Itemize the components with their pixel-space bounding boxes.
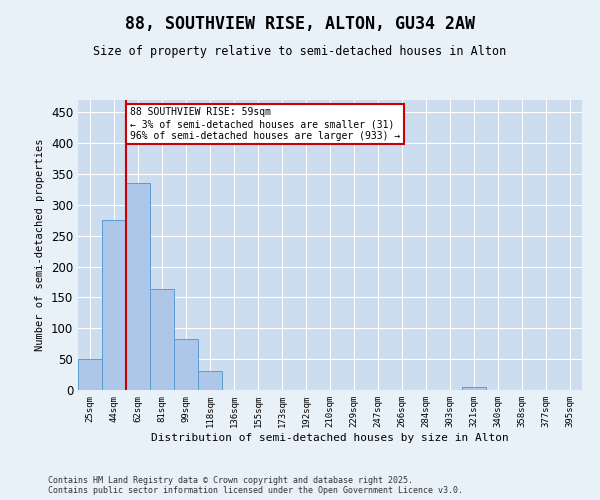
Text: 88, SOUTHVIEW RISE, ALTON, GU34 2AW: 88, SOUTHVIEW RISE, ALTON, GU34 2AW xyxy=(125,15,475,33)
Text: 88 SOUTHVIEW RISE: 59sqm
← 3% of semi-detached houses are smaller (31)
96% of se: 88 SOUTHVIEW RISE: 59sqm ← 3% of semi-de… xyxy=(130,108,400,140)
Text: Contains HM Land Registry data © Crown copyright and database right 2025.
Contai: Contains HM Land Registry data © Crown c… xyxy=(48,476,463,495)
Bar xyxy=(102,220,126,390)
Bar xyxy=(126,184,150,390)
X-axis label: Distribution of semi-detached houses by size in Alton: Distribution of semi-detached houses by … xyxy=(151,432,509,442)
Text: Size of property relative to semi-detached houses in Alton: Size of property relative to semi-detach… xyxy=(94,45,506,58)
Bar xyxy=(462,387,486,390)
Y-axis label: Number of semi-detached properties: Number of semi-detached properties xyxy=(35,138,46,352)
Bar xyxy=(174,340,198,390)
Bar xyxy=(198,372,222,390)
Bar xyxy=(150,290,174,390)
Bar xyxy=(78,359,102,390)
